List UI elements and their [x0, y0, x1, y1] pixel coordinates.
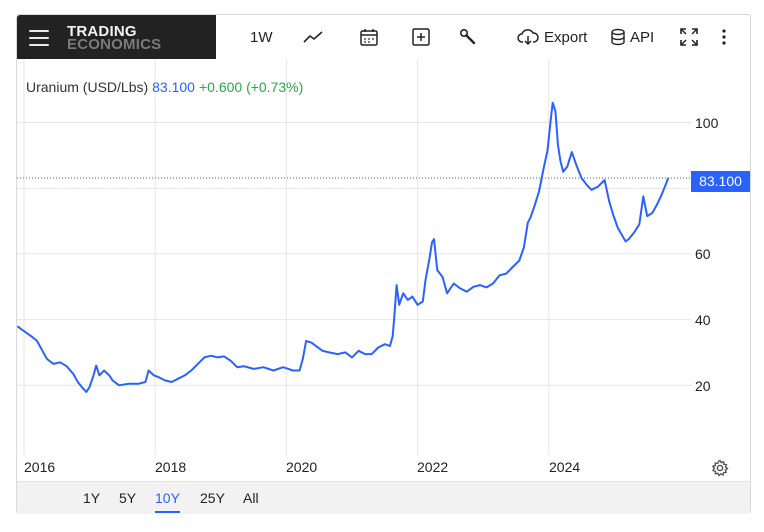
calendar-icon[interactable] — [359, 26, 379, 48]
database-icon — [611, 28, 625, 46]
fullscreen-icon[interactable] — [679, 26, 699, 48]
x-tick-label: 2024 — [549, 459, 581, 475]
api-button[interactable]: API — [610, 26, 654, 48]
price-chart[interactable] — [17, 15, 750, 481]
interval-button[interactable]: 1W — [250, 28, 273, 46]
x-tick-label: 2022 — [417, 459, 449, 475]
gear-icon[interactable] — [711, 459, 729, 482]
y-tick-label: 60 — [695, 246, 711, 262]
range-selector: 1Y 5Y 10Y 25Y All — [17, 481, 750, 514]
brand-line1: TRADING — [67, 23, 137, 40]
range-25y[interactable]: 25Y — [200, 490, 225, 506]
wrench-icon[interactable] — [458, 26, 478, 48]
brand-logo[interactable]: TRADING ECONOMICS — [17, 15, 216, 59]
y-tick-label: 100 — [695, 115, 719, 131]
toolbar: TRADING ECONOMICS 1W Export API — [17, 15, 750, 59]
range-10y[interactable]: 10Y — [155, 490, 180, 513]
y-tick-label: 20 — [695, 378, 711, 394]
brand-line2: ECONOMICS — [67, 36, 162, 53]
legend-change: +0.600 (+0.73%) — [198, 79, 304, 95]
api-label: API — [630, 28, 655, 46]
grid — [17, 59, 691, 455]
line-chart-icon[interactable] — [303, 26, 325, 48]
cloud-download-icon — [517, 29, 539, 46]
export-label: Export — [544, 28, 588, 46]
chart-legend: Uranium (USD/Lbs) 83.100 +0.600 (+0.73%) — [26, 79, 303, 95]
legend-price: 83.100 — [152, 79, 195, 95]
range-all[interactable]: All — [243, 490, 259, 506]
chart-widget: TRADING ECONOMICS 1W Export API — [16, 14, 751, 514]
x-tick-label: 2020 — [286, 459, 318, 475]
range-1y[interactable]: 1Y — [83, 490, 101, 506]
last-price-badge: 83.100 — [691, 171, 750, 192]
legend-name: Uranium (USD/Lbs) — [26, 79, 149, 95]
x-tick-label: 2016 — [24, 459, 56, 475]
x-tick-label: 2018 — [155, 459, 187, 475]
menu-icon[interactable] — [29, 30, 49, 46]
plus-box-icon[interactable] — [411, 26, 431, 48]
price-series-line — [17, 101, 670, 393]
y-tick-label: 40 — [695, 312, 711, 328]
export-button[interactable]: Export — [517, 26, 587, 48]
more-vertical-icon[interactable] — [721, 26, 727, 48]
range-5y[interactable]: 5Y — [119, 490, 137, 506]
